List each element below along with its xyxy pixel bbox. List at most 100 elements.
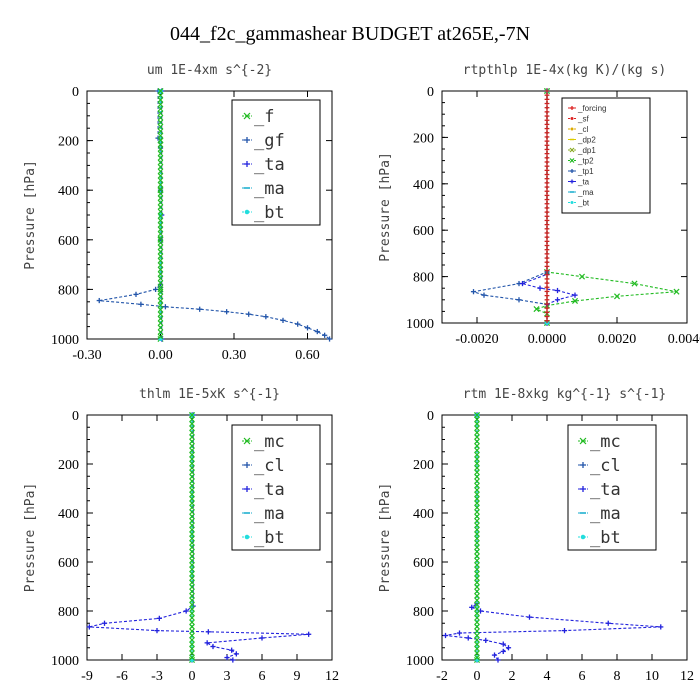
level-marker — [474, 416, 480, 423]
level-marker — [474, 601, 480, 608]
y-tick-label: 200 — [413, 458, 434, 473]
level-marker — [474, 443, 480, 449]
legend-label: _tp2 — [577, 157, 594, 166]
level-marker — [157, 195, 164, 201]
legend-marker — [570, 179, 574, 184]
level-marker — [544, 130, 550, 136]
level-marker — [474, 434, 480, 440]
level-marker — [189, 495, 195, 502]
level-marker — [474, 456, 480, 462]
legend-label: _dp1 — [577, 146, 596, 155]
data-point — [673, 288, 680, 295]
x-tick-label: 0 — [474, 669, 481, 684]
level-marker — [189, 443, 195, 449]
level-marker — [474, 465, 480, 471]
level-marker — [544, 280, 550, 286]
level-marker — [189, 447, 195, 454]
level-marker — [474, 570, 480, 577]
level-marker — [157, 253, 164, 259]
data-point — [204, 640, 210, 646]
legend-label: _mc — [590, 432, 621, 452]
level-marker — [189, 606, 195, 612]
level-marker — [544, 122, 550, 127]
y-tick-label: 0 — [72, 409, 79, 424]
level-marker — [189, 429, 195, 436]
data-point — [470, 289, 477, 295]
level-marker — [189, 566, 195, 573]
level-marker — [189, 619, 195, 626]
level-marker — [544, 226, 550, 232]
series-line — [89, 415, 309, 661]
level-marker — [474, 645, 480, 652]
y-tick-label: 0 — [427, 409, 434, 424]
x-tick-label: 12 — [680, 669, 694, 684]
y-tick-label: 800 — [413, 605, 434, 620]
level-marker — [157, 311, 164, 318]
level-marker — [544, 142, 550, 148]
legend-marker — [570, 117, 574, 120]
data-point — [183, 608, 189, 614]
legend-marker — [570, 127, 574, 131]
legend-label: _gf — [254, 131, 285, 151]
legend-label: _f — [254, 107, 274, 127]
level-marker — [157, 231, 164, 237]
level-marker — [157, 284, 164, 291]
level-marker — [474, 592, 480, 599]
data-point — [554, 287, 561, 294]
level-marker — [157, 329, 164, 335]
data-point — [495, 657, 501, 663]
level-marker — [157, 190, 164, 197]
data-point — [158, 213, 163, 217]
legend-label: _forcing — [577, 104, 606, 113]
level-marker — [189, 473, 195, 480]
level-marker — [157, 97, 164, 103]
series-tp1 — [470, 88, 550, 326]
data-point — [306, 631, 312, 637]
level-marker — [157, 92, 164, 99]
level-marker — [474, 557, 480, 564]
y-tick-label: 600 — [413, 224, 434, 239]
level-marker — [544, 117, 550, 123]
level-marker — [474, 522, 480, 529]
level-marker — [189, 531, 195, 537]
legend-label: _bt — [577, 199, 590, 208]
level-marker — [474, 654, 480, 661]
data-point — [153, 286, 159, 292]
level-marker — [544, 96, 550, 102]
data-point — [631, 280, 638, 287]
x-tick-label: 0.00 — [148, 348, 173, 363]
level-marker — [157, 266, 164, 273]
data-point — [578, 273, 586, 280]
level-marker — [157, 275, 164, 282]
level-marker — [189, 628, 195, 634]
data-point — [295, 321, 301, 327]
level-marker — [544, 92, 550, 98]
legend-marker — [570, 106, 574, 110]
level-marker — [157, 244, 164, 251]
level-marker — [544, 314, 550, 319]
zero-line-markers — [474, 412, 480, 661]
level-marker — [544, 318, 550, 324]
level-marker — [544, 201, 550, 207]
level-marker — [157, 248, 164, 255]
legend-marker — [244, 462, 250, 468]
x-tick-label: -6 — [116, 669, 128, 684]
level-marker — [189, 460, 195, 467]
level-marker — [157, 297, 164, 304]
legend-label: _ma — [577, 188, 594, 197]
x-tick-label: 0.0000 — [528, 332, 567, 347]
level-marker — [474, 632, 480, 639]
level-marker — [189, 535, 195, 542]
legend-box — [561, 97, 651, 214]
level-marker — [189, 544, 195, 551]
level-marker — [157, 199, 164, 206]
data-point — [229, 647, 235, 653]
level-marker — [474, 566, 480, 573]
chart-panel-1: um 1E-4xm s^{-2} Pressure [hPa] 0 200 400 600… — [23, 63, 333, 363]
data-point — [259, 635, 265, 641]
legend-marker — [244, 534, 250, 540]
data-point — [210, 643, 216, 650]
level-marker — [189, 412, 195, 418]
level-marker — [189, 557, 195, 564]
level-marker — [157, 155, 164, 161]
